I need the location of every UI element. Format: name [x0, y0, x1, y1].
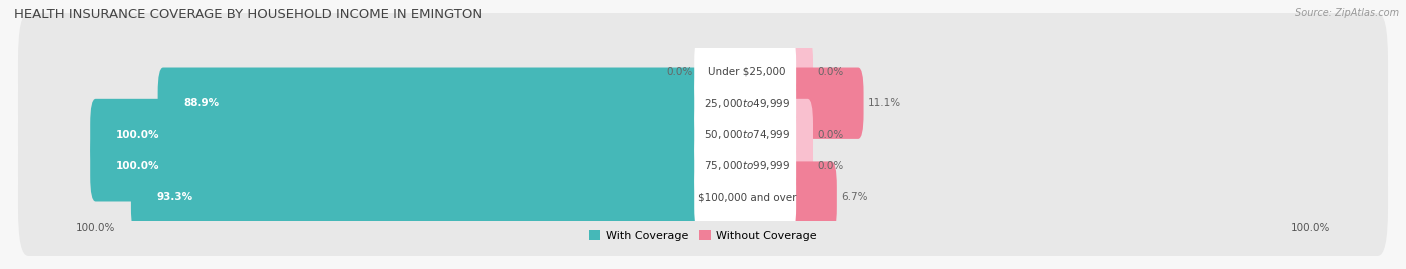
Text: 11.1%: 11.1% [869, 98, 901, 108]
FancyBboxPatch shape [695, 68, 796, 139]
Text: Source: ZipAtlas.com: Source: ZipAtlas.com [1295, 8, 1399, 18]
FancyBboxPatch shape [18, 44, 1388, 162]
Text: 88.9%: 88.9% [183, 98, 219, 108]
Text: 93.3%: 93.3% [156, 192, 193, 202]
Text: 100.0%: 100.0% [115, 161, 159, 171]
FancyBboxPatch shape [18, 107, 1388, 225]
FancyBboxPatch shape [18, 138, 1388, 256]
FancyBboxPatch shape [695, 36, 796, 108]
FancyBboxPatch shape [18, 13, 1388, 131]
Text: Under $25,000: Under $25,000 [709, 67, 786, 77]
FancyBboxPatch shape [786, 99, 813, 170]
Legend: With Coverage, Without Coverage: With Coverage, Without Coverage [589, 231, 817, 241]
Text: 6.7%: 6.7% [842, 192, 868, 202]
FancyBboxPatch shape [90, 130, 709, 201]
Text: 0.0%: 0.0% [818, 129, 844, 140]
FancyBboxPatch shape [786, 130, 813, 201]
FancyBboxPatch shape [131, 161, 709, 233]
FancyBboxPatch shape [18, 76, 1388, 193]
Text: $75,000 to $99,999: $75,000 to $99,999 [704, 159, 790, 172]
Text: $100,000 and over: $100,000 and over [697, 192, 796, 202]
FancyBboxPatch shape [786, 161, 837, 233]
Text: 0.0%: 0.0% [818, 161, 844, 171]
FancyBboxPatch shape [695, 99, 796, 170]
FancyBboxPatch shape [695, 161, 796, 233]
FancyBboxPatch shape [157, 68, 709, 139]
FancyBboxPatch shape [695, 130, 796, 201]
Text: HEALTH INSURANCE COVERAGE BY HOUSEHOLD INCOME IN EMINGTON: HEALTH INSURANCE COVERAGE BY HOUSEHOLD I… [14, 8, 482, 21]
FancyBboxPatch shape [90, 99, 709, 170]
FancyBboxPatch shape [786, 68, 863, 139]
Text: $50,000 to $74,999: $50,000 to $74,999 [704, 128, 790, 141]
Text: $25,000 to $49,999: $25,000 to $49,999 [704, 97, 790, 110]
Text: 0.0%: 0.0% [666, 67, 693, 77]
Text: 100.0%: 100.0% [115, 129, 159, 140]
Text: 0.0%: 0.0% [818, 67, 844, 77]
FancyBboxPatch shape [786, 36, 813, 108]
